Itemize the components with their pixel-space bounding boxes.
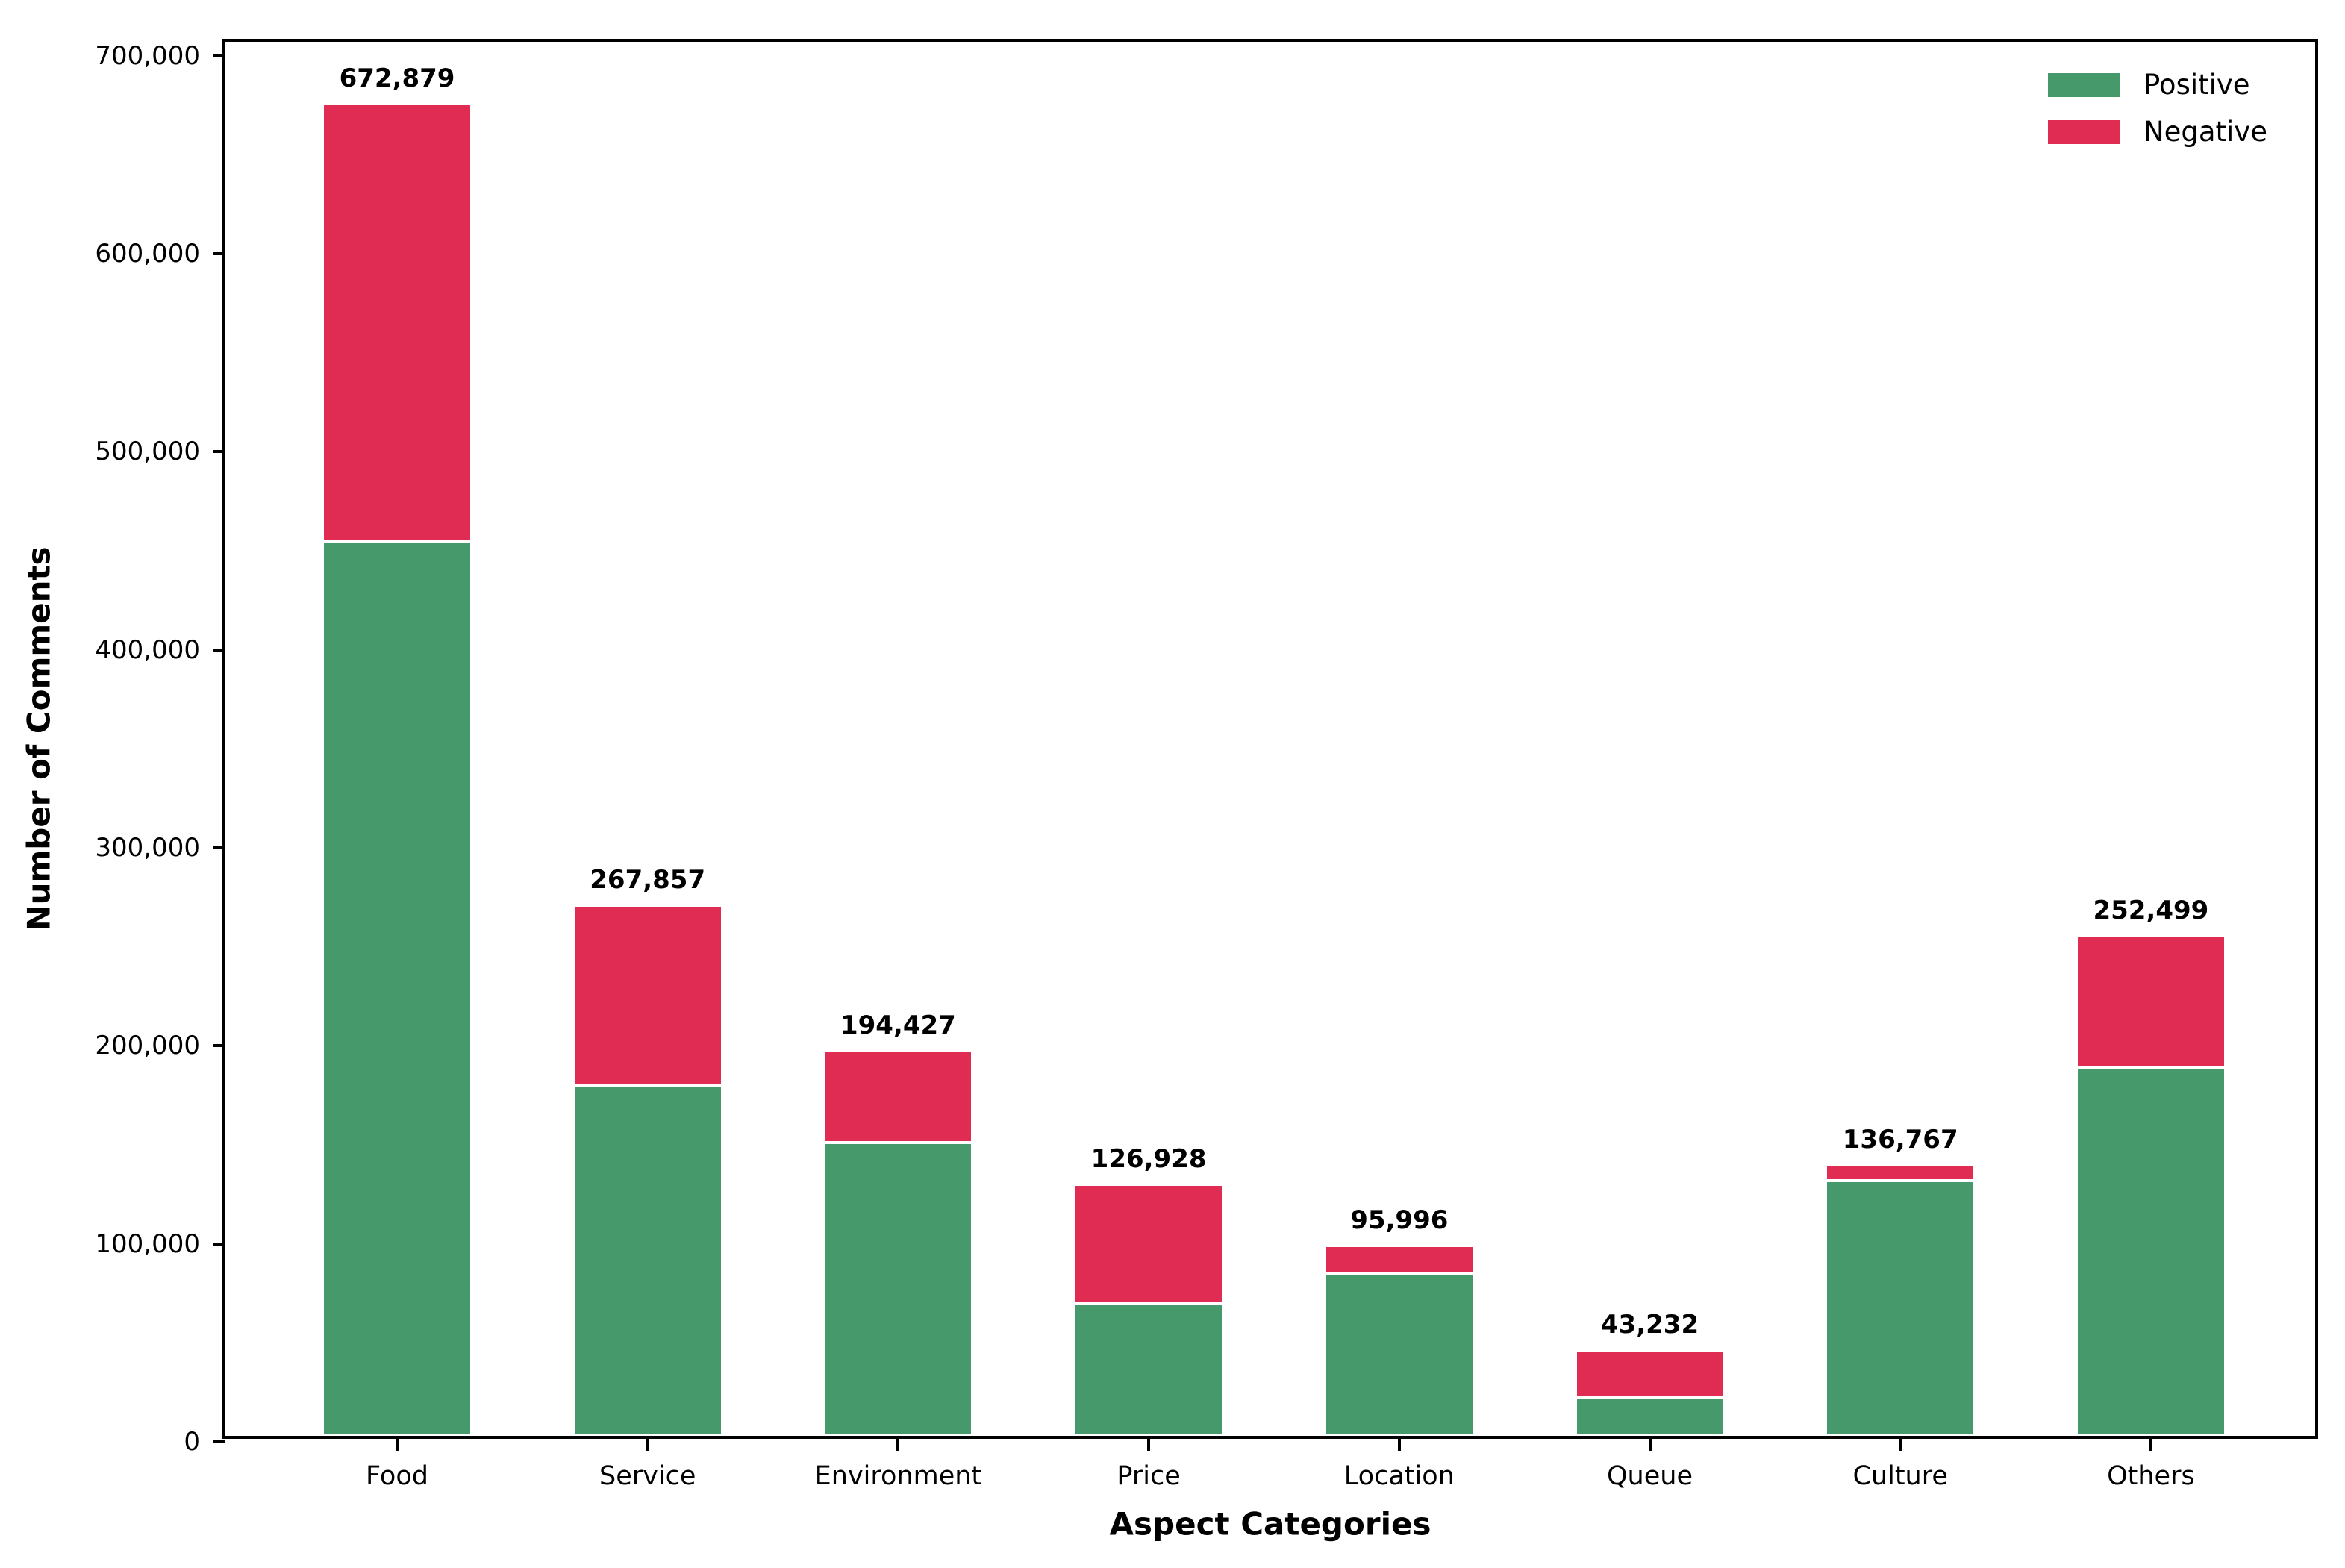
bar-total-label-queue: 43,232	[1600, 1310, 1699, 1340]
x-tick-mark	[1648, 1439, 1652, 1451]
legend-swatch-negative	[2047, 119, 2120, 144]
x-tick-mark	[396, 1439, 399, 1451]
bar-positive-environment	[823, 1143, 973, 1436]
y-tick-mark	[213, 648, 225, 652]
x-tick-mark	[896, 1439, 900, 1451]
y-tick-mark	[213, 252, 225, 255]
legend-label-positive: Positive	[2143, 69, 2250, 101]
x-tick-mark	[1147, 1439, 1151, 1451]
bar-positive-location	[1324, 1273, 1474, 1436]
y-tick-label: 100,000	[95, 1228, 200, 1259]
bar-total-label-culture: 136,767	[1842, 1125, 1958, 1155]
bar-negative-others	[2076, 936, 2226, 1068]
x-tick-mark	[1899, 1439, 1902, 1451]
bar-total-label-others: 252,499	[2093, 896, 2209, 926]
bar-positive-others	[2076, 1067, 2226, 1436]
bar-negative-price	[1074, 1184, 1224, 1304]
bar-total-label-location: 95,996	[1350, 1205, 1449, 1236]
x-tick-label-price: Price	[1117, 1461, 1181, 1491]
y-tick-mark	[213, 1044, 225, 1048]
y-tick-mark	[213, 846, 225, 849]
bar-total-label-price: 126,928	[1090, 1144, 1207, 1175]
bar-negative-service	[572, 905, 722, 1086]
legend-swatch-positive	[2047, 72, 2120, 97]
y-tick-label: 0	[184, 1427, 200, 1457]
x-tick-label-queue: Queue	[1607, 1461, 1693, 1491]
x-tick-label-culture: Culture	[1852, 1461, 1948, 1491]
bar-total-label-environment: 194,427	[840, 1011, 956, 1041]
legend: Positive Negative	[2047, 69, 2267, 148]
y-tick-label: 700,000	[95, 40, 200, 71]
x-tick-mark	[646, 1439, 649, 1451]
y-tick-label: 300,000	[95, 832, 200, 863]
y-tick-label: 600,000	[95, 238, 200, 269]
legend-label-negative: Negative	[2143, 116, 2267, 148]
y-tick-label: 400,000	[95, 634, 200, 665]
x-axis-title: Aspect Categories	[1109, 1505, 1431, 1543]
y-tick-label: 200,000	[95, 1031, 200, 1061]
bar-total-label-food: 672,879	[339, 63, 455, 93]
bar-negative-food	[322, 103, 472, 541]
y-tick-label: 500,000	[95, 437, 200, 467]
legend-item-negative: Negative	[2047, 116, 2267, 148]
y-tick-mark	[213, 54, 225, 57]
x-tick-mark	[2149, 1439, 2152, 1451]
y-tick-mark	[213, 1440, 225, 1443]
y-tick-mark	[213, 1242, 225, 1246]
plot-area: 672,879 267,857 194,427 126,928 95,996 43,232…	[95, 39, 2318, 1491]
y-axis-title: Number of Comments	[20, 546, 57, 931]
bar-total-label-service: 267,857	[590, 865, 706, 896]
legend-item-positive: Positive	[2047, 69, 2267, 101]
y-tick-mark	[213, 450, 225, 454]
x-tick-label-environment: Environment	[814, 1461, 982, 1491]
bar-positive-price	[1074, 1303, 1224, 1436]
bar-positive-queue	[1575, 1397, 1725, 1436]
bar-negative-queue	[1575, 1350, 1725, 1398]
x-tick-label-service: Service	[599, 1461, 696, 1491]
bar-negative-location	[1324, 1246, 1474, 1274]
x-tick-label-food: Food	[366, 1461, 428, 1491]
bar-positive-service	[572, 1085, 722, 1436]
bar-negative-environment	[823, 1051, 973, 1143]
bar-positive-food	[322, 540, 472, 1436]
x-tick-label-location: Location	[1343, 1461, 1455, 1491]
x-tick-mark	[1397, 1439, 1401, 1451]
bar-negative-culture	[1826, 1165, 1976, 1181]
bar-positive-culture	[1826, 1180, 1976, 1436]
x-tick-label-others: Others	[2107, 1461, 2195, 1491]
